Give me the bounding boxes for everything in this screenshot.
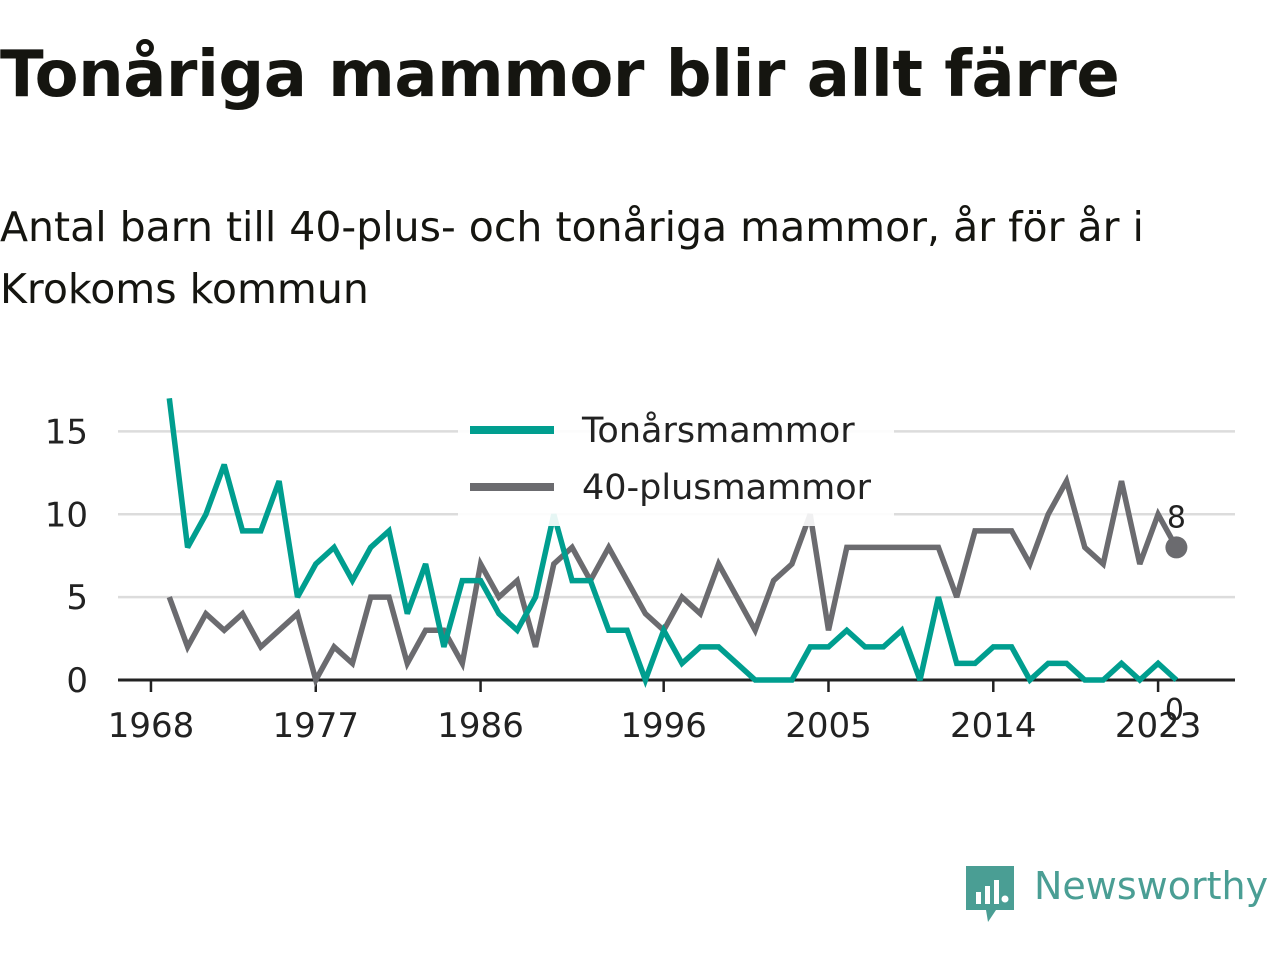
- x-tick-label-1977: 1977: [272, 706, 359, 746]
- chart-subtitle: Antal barn till 40-plus- och tonåriga ma…: [0, 203, 1144, 313]
- x-tick-label-2005: 2005: [785, 706, 872, 746]
- series-lines: [166, 397, 1179, 688]
- x-tick-label-1996: 1996: [620, 706, 707, 746]
- legend-label-1: 40-plusmammor: [582, 468, 872, 508]
- legend-label-0: Tonårsmammor: [581, 410, 855, 451]
- series-line-tonarsmammor: [166, 397, 1179, 688]
- x-axis: 1968 1977 1986 1996 2005 2014 2023: [108, 678, 1235, 746]
- y-tick-label-10: 10: [45, 495, 88, 535]
- end-label-40-plusmammor: 8: [1167, 500, 1186, 535]
- end-label-tonarsmammor: 0: [1165, 693, 1184, 728]
- legend: Tonårsmammor 40-plusmammor: [458, 408, 894, 526]
- newsworthy-logo-icon: [966, 866, 1014, 922]
- line-chart: 0 5 10 15 1968 1977 1986 1996 2005 2014 2023 Tonå…: [45, 397, 1235, 746]
- y-tick-label-15: 15: [45, 412, 88, 452]
- x-tick-label-2023: 2023: [1115, 706, 1202, 746]
- y-axis-ticks: 0 5 10 15: [45, 412, 88, 701]
- x-tick-label-2014: 2014: [950, 706, 1037, 746]
- end-labels: 80: [1165, 500, 1188, 728]
- newsworthy-logo: Newsworthy: [964, 862, 1274, 926]
- y-tick-label-0: 0: [66, 661, 88, 701]
- x-tick-label-1986: 1986: [437, 706, 524, 746]
- logo-text: Newsworthy: [1034, 864, 1269, 908]
- x-tick-label-1968: 1968: [108, 706, 195, 746]
- y-tick-label-5: 5: [66, 578, 88, 618]
- chart-title: Tonåriga mammor blir allt färre: [0, 38, 1120, 112]
- series-line-40-plusmammor: [166, 473, 1179, 688]
- end-marker-40-plusmammor: [1165, 536, 1188, 559]
